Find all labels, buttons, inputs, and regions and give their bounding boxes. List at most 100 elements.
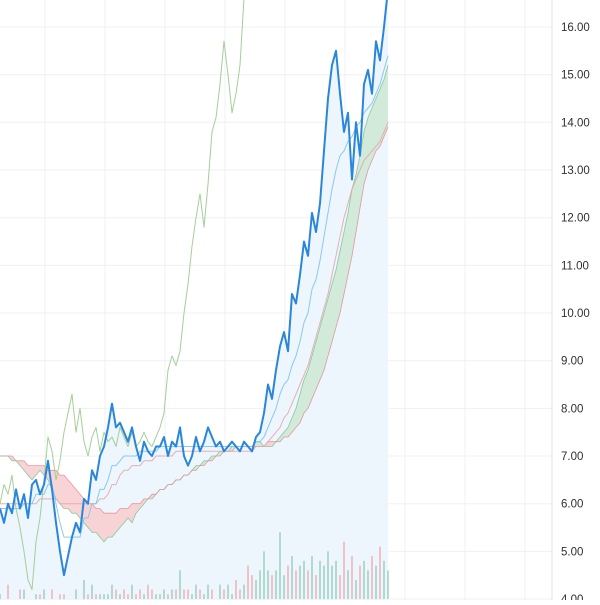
volume-bar (107, 594, 109, 600)
volume-bar (319, 560, 321, 599)
y-tick-label: 13.00 (561, 165, 590, 177)
volume-bar (115, 589, 117, 599)
volume-bar (143, 594, 145, 600)
volume-bar (299, 565, 301, 600)
volume-bar (211, 589, 213, 599)
volume-bar (87, 594, 89, 600)
cloud-segment (112, 513, 116, 538)
y-tick-label: 8.00 (561, 403, 583, 415)
volume-bar (379, 546, 381, 599)
cloud-segment (328, 284, 332, 356)
volume-bar (119, 594, 121, 600)
volume-bar (7, 584, 9, 599)
price-axis: 16.00 15.00 14.00 13.00 12.00 11.00 10.00 9.00 8… (551, 0, 590, 605)
volume-bar (331, 565, 333, 600)
volume-bar (99, 594, 101, 600)
volume-bar (139, 589, 141, 599)
cloud-segment (132, 503, 136, 523)
volume-bar (59, 594, 61, 600)
cloud-segment (280, 432, 284, 442)
cloud-segment (36, 465, 40, 476)
volume-bar (307, 570, 309, 599)
price-area (0, 0, 388, 600)
volume-bar (383, 560, 385, 599)
cloud-segment (88, 503, 92, 533)
y-tick-label: 6.00 (561, 499, 583, 511)
volume-bar (167, 594, 169, 600)
span-a-line (0, 64, 389, 543)
volume-bar (23, 589, 25, 599)
price-area-fill (0, 0, 388, 600)
price-line (0, 0, 388, 577)
volume-bar (295, 570, 297, 599)
cloud-segment (344, 212, 348, 294)
volume-bar (267, 570, 269, 599)
volume-bar (127, 594, 129, 600)
volume-bar (231, 594, 233, 600)
cloud-segment (72, 484, 76, 514)
cloud-segment (20, 460, 24, 471)
volume-bar (123, 589, 125, 599)
cloud-segment (120, 508, 124, 528)
cloud-segment (312, 341, 316, 399)
volume-bar (323, 565, 325, 600)
cloud-segment (368, 108, 372, 170)
volume-bar (103, 594, 105, 600)
lagging-line (0, 0, 245, 590)
volume-bar (243, 584, 245, 599)
volume-bar (271, 575, 273, 599)
cloud-segment (336, 251, 340, 328)
y-tick-label: 5.00 (561, 546, 583, 558)
cloud-segment (116, 508, 120, 533)
volume-bar (263, 551, 265, 600)
volume-bar (195, 584, 197, 599)
volume-bar (255, 580, 257, 600)
volume-bar (95, 594, 97, 600)
volume-bar (111, 584, 113, 599)
cloud-segment (108, 513, 112, 538)
volume-bar (275, 570, 277, 599)
cloud-segment (340, 232, 344, 313)
y-tick-label: 15.00 (561, 70, 590, 82)
volume-bar (227, 584, 229, 599)
cloud-segment (28, 465, 32, 480)
volume-bar (75, 589, 77, 599)
volume-bar (91, 584, 93, 599)
volume-bar (387, 570, 389, 599)
cloud-segment (316, 327, 320, 390)
cloud-segment (288, 417, 292, 437)
volume-bar (223, 589, 225, 599)
volume-bar (191, 594, 193, 600)
price-line-group (0, 0, 388, 577)
volume-bar (35, 594, 37, 600)
volume-bar (131, 584, 133, 599)
cloud-segment (380, 79, 384, 147)
cloud-segment (256, 441, 260, 447)
indicator-lines (0, 0, 389, 590)
cloud-segment (296, 394, 300, 428)
cloud-segment (332, 270, 336, 342)
volume-bar (371, 556, 373, 599)
volume-bar (259, 570, 261, 599)
y-tick-label: 9.00 (561, 356, 583, 368)
cloud-segment (320, 313, 324, 380)
volume-bar (303, 560, 305, 599)
cloud-segment (384, 65, 388, 137)
y-tick-label: 16.00 (561, 22, 590, 34)
y-tick-label: 11.00 (561, 260, 589, 272)
cloud-segment (104, 513, 108, 542)
volume-bar (203, 594, 205, 600)
volume-bar (239, 589, 241, 599)
volume-bar (283, 575, 285, 599)
cloud-segment (376, 89, 380, 151)
y-tick-label: 10.00 (561, 308, 590, 320)
volume-bar (39, 594, 41, 600)
cloud-segment (96, 508, 100, 538)
cloud-segment (92, 503, 96, 533)
cloud-segment (364, 117, 368, 185)
volume-bar (0, 594, 1, 600)
volume-bar (251, 575, 253, 599)
volume-bar (83, 580, 85, 600)
volume-bar (235, 580, 237, 600)
